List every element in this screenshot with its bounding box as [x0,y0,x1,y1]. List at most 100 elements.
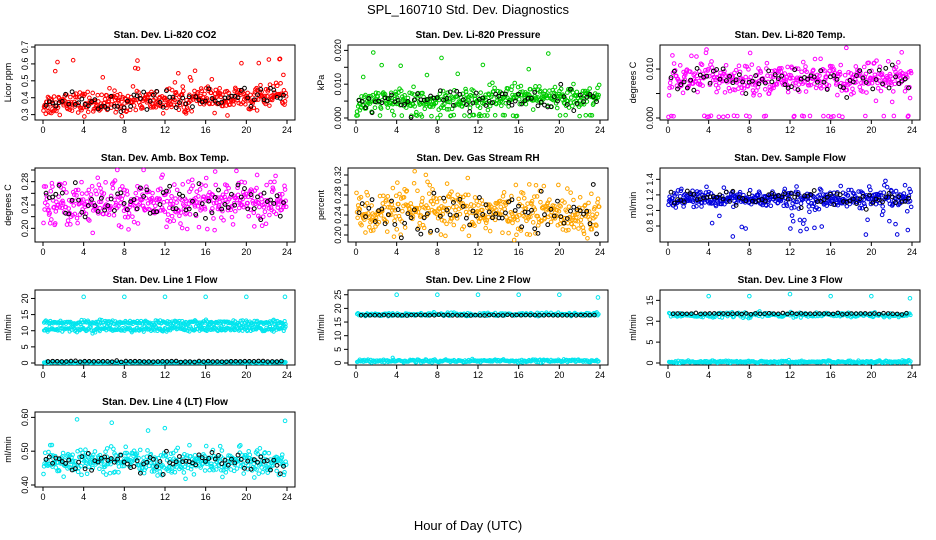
data-point [53,103,59,109]
y-tick-label: 0.20 [20,220,30,238]
data-point [122,294,127,300]
data-point [776,68,781,74]
data-point [529,95,534,101]
data-point [671,113,676,119]
data-point [251,97,257,103]
data-point [81,294,86,300]
data-point [167,183,173,189]
data-point [515,217,520,223]
data-point [360,74,366,80]
data-point [113,110,118,115]
data-point [721,185,727,190]
data-point [98,106,103,112]
x-tick-label: 0 [665,125,670,135]
data-point [448,113,454,118]
data-point [59,98,65,104]
data-point [180,193,186,199]
data-point [803,64,808,69]
data-point [673,205,679,210]
data-point [768,74,774,79]
data-point [104,107,110,113]
data-point [840,114,845,120]
data-point [740,79,746,85]
data-point [747,114,752,119]
data-point [379,100,385,106]
data-point [590,94,596,99]
data-point [437,195,443,201]
data-point [842,72,848,78]
data-point [254,172,260,178]
data-point [704,114,710,120]
data-point [405,99,411,104]
data-point [499,103,504,109]
data-point [364,200,370,206]
data-point [124,98,130,104]
data-point [893,221,898,227]
data-point [881,113,887,119]
data-point [532,226,538,232]
data-point [837,72,843,77]
data-point [363,105,368,111]
data-point [704,47,709,52]
data-point [273,211,279,217]
data-point [795,87,801,93]
data-point [771,85,776,91]
data-point [878,88,884,94]
data-point [447,212,453,218]
data-point [94,191,99,197]
data-point [408,114,414,120]
x-tick-label: 0 [665,370,670,380]
x-tick-label: 4 [394,125,399,135]
data-point [596,92,601,98]
data-point [93,330,98,335]
data-point [213,87,219,93]
data-point [831,67,837,72]
data-point [460,97,466,103]
data-point [666,114,671,120]
data-point [587,91,593,97]
data-point [157,99,163,105]
data-point [532,89,538,95]
data-point [826,83,832,88]
data-point [394,292,399,298]
data-point [137,96,143,101]
x-tick-label: 8 [747,247,752,257]
data-point [48,188,54,194]
data-point [902,182,908,188]
data-point [547,197,552,202]
data-point [190,183,196,189]
data-point [135,66,141,71]
data-point [548,104,554,110]
data-point [580,88,586,94]
data-point [407,90,412,96]
data-point [229,93,234,99]
data-point [370,50,376,55]
data-point [47,210,52,216]
data-point [512,98,518,104]
data-point [667,85,672,91]
data-point [366,96,372,101]
data-point [694,65,700,71]
data-point [594,99,599,104]
data-point [96,182,102,188]
data-point [355,113,360,118]
data-point [587,112,593,118]
data-point [880,81,885,87]
data-point [424,72,430,78]
data-point [221,218,226,223]
data-point [764,60,770,66]
data-point [203,98,208,104]
x-tick-label: 4 [81,370,86,380]
data-point [709,220,715,226]
x-tick-label: 4 [394,370,399,380]
data-point [130,214,135,219]
data-point [535,103,541,109]
y-tick-label: 1.0 [645,204,655,217]
data-point [102,104,108,109]
data-point [134,97,139,103]
data-point [861,81,866,86]
data-point [737,81,742,87]
data-point [391,234,397,239]
